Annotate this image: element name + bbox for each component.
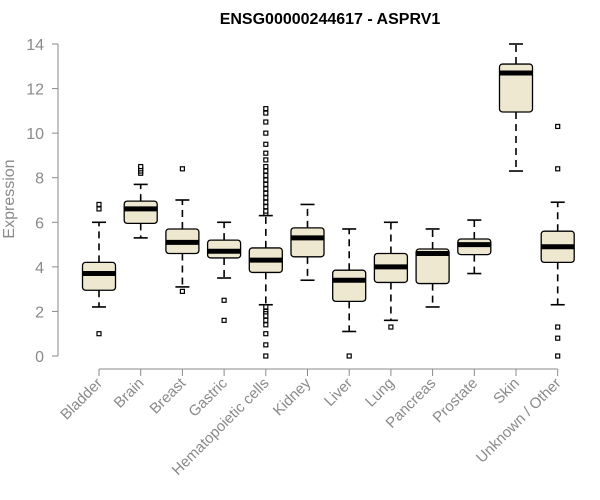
box	[332, 269, 367, 303]
box-series	[81, 43, 575, 359]
outlier-point	[263, 141, 269, 147]
outlier-point	[263, 322, 269, 328]
box	[81, 261, 117, 291]
outlier-point	[263, 313, 269, 319]
box	[290, 227, 325, 258]
chart-title: ENSG00000244617 - ASPRV1	[220, 11, 441, 28]
y-axis: 0 2 4 6 8 10 12 14	[26, 37, 59, 366]
box-group	[206, 221, 242, 323]
outlier-point	[263, 181, 269, 187]
box-group	[415, 228, 450, 308]
x-tick-label: Bladder	[57, 375, 106, 424]
outlier-point	[263, 208, 269, 214]
outlier-point	[179, 166, 185, 172]
outlier-point	[555, 123, 561, 130]
outlier-point	[96, 201, 102, 208]
y-tick-label: 10	[26, 126, 44, 143]
y-tick-label: 6	[35, 215, 44, 232]
y-tick-label: 12	[26, 82, 44, 99]
x-tick-label: Lung	[362, 375, 398, 411]
x-tick-label: Kidney	[270, 374, 315, 419]
x-tick-label: Skin	[490, 375, 523, 408]
outlier-point	[179, 288, 185, 294]
outlier-point	[263, 331, 269, 337]
outlier-point	[263, 190, 269, 196]
box-group	[498, 43, 534, 172]
y-axis-title: Expression	[1, 159, 18, 238]
box	[123, 200, 158, 225]
outlier-point	[555, 324, 561, 330]
box-group	[457, 219, 492, 275]
outlier-point	[263, 163, 269, 170]
outlier-point	[263, 119, 269, 125]
outlier-point	[263, 177, 269, 183]
outlier-point	[263, 199, 269, 205]
x-tick-label: Brain	[111, 375, 148, 412]
outlier-point	[263, 150, 269, 156]
outlier-point	[138, 163, 144, 170]
outlier-point	[555, 335, 561, 341]
box-group	[540, 123, 575, 359]
y-tick-label: 2	[35, 304, 44, 321]
x-tick-label: Liver	[321, 375, 356, 410]
x-tick-label: Breast	[147, 374, 190, 417]
outlier-point	[346, 353, 352, 359]
outlier-point	[263, 130, 269, 136]
outlier-point	[263, 110, 269, 116]
outlier-point	[263, 186, 269, 192]
outlier-point	[96, 331, 102, 337]
box-group	[123, 163, 158, 239]
box-group	[332, 228, 367, 359]
outlier-point	[221, 297, 227, 303]
outlier-point	[263, 195, 269, 201]
outlier-point	[263, 317, 269, 323]
x-tick-label: Prostate	[430, 375, 482, 427]
box-group	[248, 106, 283, 359]
y-tick-label: 0	[35, 349, 44, 366]
outlier-point	[263, 304, 269, 310]
outlier-point	[263, 106, 269, 112]
outlier-point	[263, 172, 269, 179]
outlier-point	[263, 342, 269, 348]
outlier-point	[263, 168, 269, 174]
outlier-point	[96, 206, 102, 212]
outlier-point	[263, 157, 269, 163]
outlier-point	[263, 204, 269, 210]
box	[415, 248, 450, 285]
outlier-point	[555, 166, 561, 172]
outlier-point	[221, 317, 227, 323]
outlier-point	[388, 324, 394, 330]
box-group	[81, 201, 117, 337]
y-tick-label: 4	[35, 260, 44, 277]
outlier-point	[263, 353, 269, 359]
box	[498, 63, 534, 113]
y-tick-label: 14	[26, 37, 44, 54]
outlier-point	[555, 353, 561, 359]
box-group	[290, 203, 325, 282]
box-group	[373, 221, 409, 330]
box-group	[165, 166, 200, 294]
y-tick-label: 8	[35, 171, 44, 188]
